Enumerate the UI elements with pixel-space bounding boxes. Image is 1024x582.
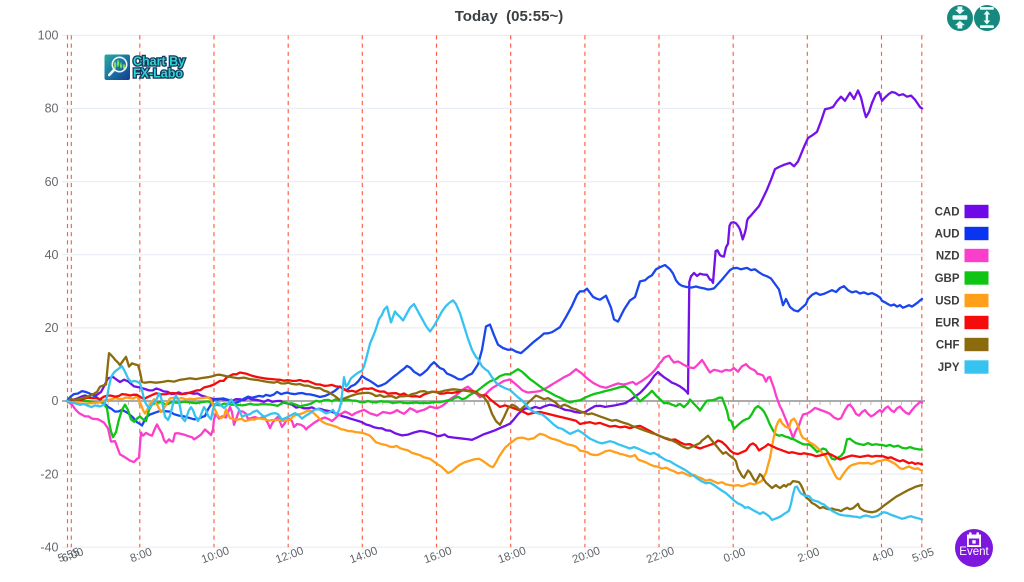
svg-text:0: 0 [52,394,59,408]
svg-text:GBP: GBP [935,273,960,285]
svg-text:NZD: NZD [936,251,960,263]
svg-text:100: 100 [38,29,59,43]
svg-text:60: 60 [45,175,59,189]
svg-text:80: 80 [45,102,59,116]
svg-text:20: 20 [45,321,59,335]
svg-text:EUR: EUR [935,318,960,330]
svg-text:USD: USD [935,296,959,308]
svg-text:-20: -20 [40,467,58,481]
svg-text:40: 40 [45,248,59,262]
svg-text:FX-Labo: FX-Labo [133,67,183,81]
svg-text:CHF: CHF [936,340,960,352]
svg-text:Chart By: Chart By [133,55,185,69]
svg-text:JPY: JPY [938,362,960,374]
svg-text:CAD: CAD [935,207,960,219]
svg-text:AUD: AUD [935,229,960,241]
svg-text:-40: -40 [40,540,58,554]
